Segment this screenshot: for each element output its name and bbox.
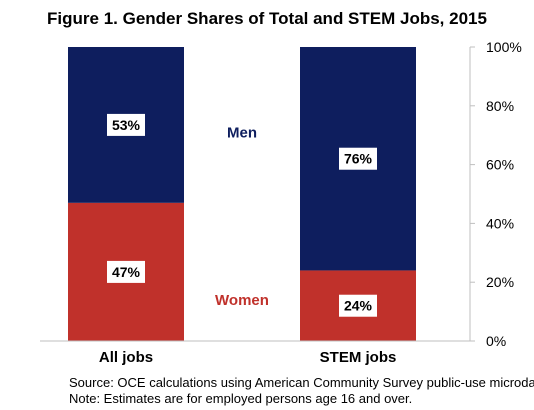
y-tick-label: 0% <box>486 333 506 349</box>
y-tick-label: 80% <box>486 98 514 114</box>
chart-title: Figure 1. Gender Shares of Total and STE… <box>47 9 487 28</box>
y-tick-label: 60% <box>486 157 514 173</box>
data-label: 76% <box>344 151 373 167</box>
data-label-box <box>339 294 377 317</box>
source-note: Source: OCE calculations using American … <box>69 375 534 390</box>
data-label-box <box>107 260 145 283</box>
series-label-women: Women <box>215 292 269 309</box>
category-label: STEM jobs <box>320 349 397 366</box>
series-label-men: Men <box>227 124 257 141</box>
data-label: 53% <box>112 117 141 133</box>
data-label-box <box>107 113 145 136</box>
data-label-box <box>339 147 377 170</box>
y-tick-label: 100% <box>486 39 522 55</box>
category-label: All jobs <box>99 349 153 366</box>
data-label: 24% <box>344 298 373 314</box>
y-tick-label: 20% <box>486 274 514 290</box>
data-label: 47% <box>112 264 141 280</box>
y-tick-label: 40% <box>486 215 514 231</box>
estimate-note: Note: Estimates are for employed persons… <box>69 391 413 406</box>
